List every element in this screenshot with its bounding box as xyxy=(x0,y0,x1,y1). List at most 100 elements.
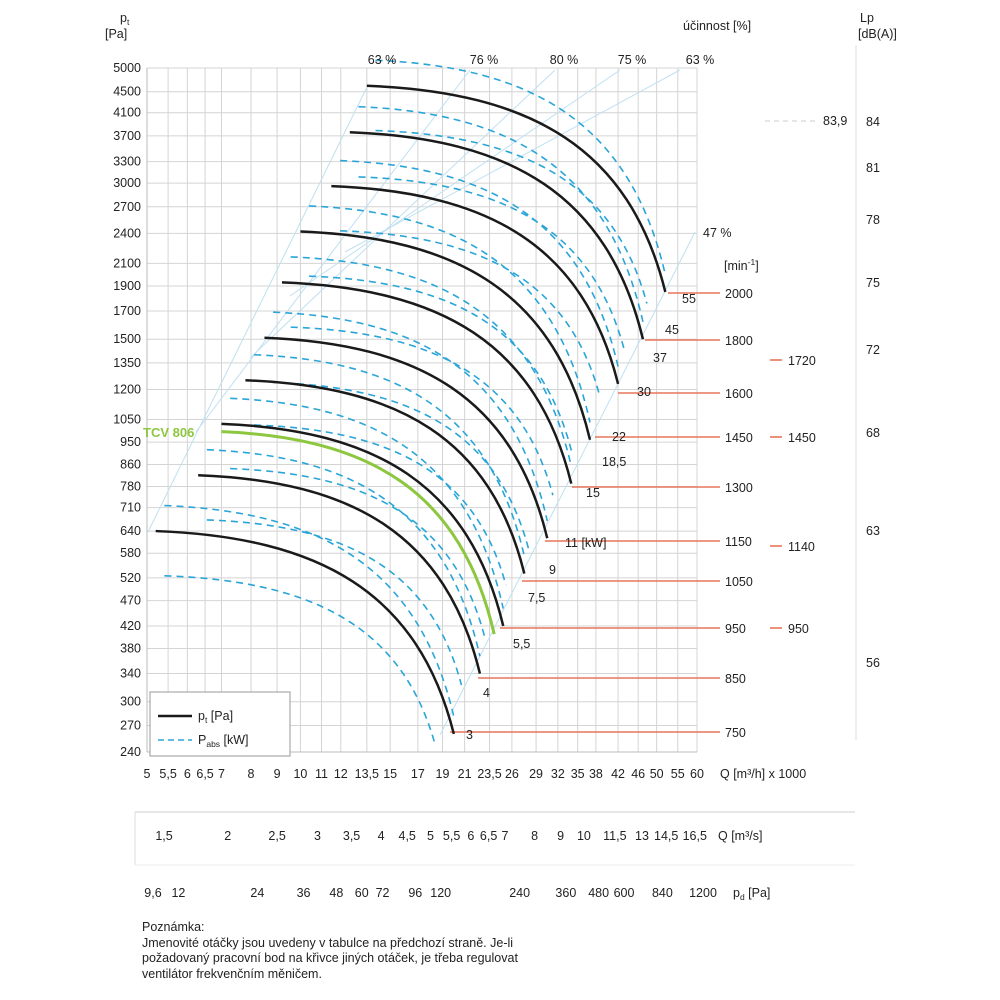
power-label: 3 xyxy=(466,728,473,742)
x2-tick-label: 7 xyxy=(502,829,509,843)
power-label: 45 xyxy=(665,323,679,337)
pressure-curve xyxy=(366,84,667,293)
x2-tick-label: 16,5 xyxy=(683,829,707,843)
chart-grid xyxy=(134,45,857,866)
x3-tick-label: 36 xyxy=(297,886,311,900)
efficiency-diagonal xyxy=(289,69,621,297)
x2-tick-label: 4 xyxy=(378,829,385,843)
x-tick-label: 11 xyxy=(315,767,328,781)
pressure-curve xyxy=(300,230,592,441)
x-tick-label: 29 xyxy=(529,767,543,781)
rpm-label: 1450 xyxy=(725,431,753,445)
x2-tick-label: 3 xyxy=(314,829,321,843)
tcv-806-label: TCV 806 xyxy=(143,425,194,440)
x3-tick-label: 72 xyxy=(376,886,390,900)
lp-tick-label: 84 xyxy=(866,115,880,129)
rpm-side-label: 1450 xyxy=(788,431,816,445)
power-label: 9 xyxy=(549,563,556,577)
y-tick-label: 5000 xyxy=(113,61,141,75)
x3-tick-label: 480 xyxy=(588,886,609,900)
power-curve xyxy=(206,519,463,686)
power-curve xyxy=(309,205,591,423)
efficiency-diagonal xyxy=(147,84,369,533)
y-tick-label: 950 xyxy=(120,435,141,449)
power-curve xyxy=(340,159,619,367)
efficiency-top-label: 80 % xyxy=(550,53,579,67)
y-axis-label: pt xyxy=(120,11,130,27)
efficiency-diagonal xyxy=(195,69,471,433)
rpm-label: 750 xyxy=(725,726,746,740)
legend-box xyxy=(149,691,291,757)
y-tick-label: 340 xyxy=(120,667,141,681)
x3-tick-label: 9,6 xyxy=(144,886,161,900)
lp-tick-label: 68 xyxy=(866,426,880,440)
y-axis-unit: [Pa] xyxy=(105,27,127,41)
power-label: 30 xyxy=(637,385,651,399)
power-label: 55 xyxy=(682,292,696,306)
y-tick-label: 300 xyxy=(120,695,141,709)
y-tick-label: 3700 xyxy=(113,129,141,143)
x3-tick-label: 240 xyxy=(509,886,530,900)
x3-tick-label: 60 xyxy=(355,886,369,900)
efficiency-axis-label: účinnost [%] xyxy=(683,19,751,33)
y-tick-label: 2700 xyxy=(113,200,141,214)
x2-tick-label: 11,5 xyxy=(603,829,626,843)
rpm-label: 950 xyxy=(725,622,746,636)
efficiency-top-label: 76 % xyxy=(470,53,499,67)
power-curve xyxy=(273,381,530,550)
pressure-curve xyxy=(349,130,645,340)
efficiency-top-label: 75 % xyxy=(618,53,647,67)
x2-tick-label: 8 xyxy=(531,829,538,843)
x2-tick-label: 2 xyxy=(224,829,231,843)
x2-tick-label: 4,5 xyxy=(399,829,416,843)
y-tick-label: 470 xyxy=(120,594,141,608)
y-tick-label: 270 xyxy=(120,718,141,732)
power-curve xyxy=(254,424,507,586)
y-tick-label: 1200 xyxy=(113,382,141,396)
x2-tick-label: 6,5 xyxy=(480,829,497,843)
y-tick-label: 2100 xyxy=(113,256,141,270)
legend: pt [Pa] Pabs [kW] xyxy=(149,691,291,757)
x-tick-label: 21 xyxy=(458,767,472,781)
x-tick-label: 55 xyxy=(671,767,685,781)
power-label: 37 xyxy=(653,351,667,365)
x-tick-label: 32 xyxy=(551,767,565,781)
power-curve xyxy=(290,256,573,467)
y-tick-label: 1900 xyxy=(113,279,141,293)
legend-label-pressure: pt [Pa] xyxy=(198,709,233,725)
power-label: 5,5 xyxy=(513,637,530,651)
efficiency-side-label: 47 % xyxy=(703,226,732,240)
x-tick-label: 9 xyxy=(274,767,281,781)
y-tick-label: 780 xyxy=(120,480,141,494)
rpm-label: 1050 xyxy=(725,575,753,589)
lp-tick-label: 56 xyxy=(866,656,880,670)
y-tick-label: 3300 xyxy=(113,155,141,169)
rpm-label: 1800 xyxy=(725,334,753,348)
pressure-curve xyxy=(245,379,526,574)
efficiency-diagonal xyxy=(439,231,696,736)
x2-tick-label: 14,5 xyxy=(654,829,678,843)
pressure-curves xyxy=(155,84,667,735)
efficiency-diagonal xyxy=(344,69,681,253)
power-curve xyxy=(290,326,554,496)
y-tick-label: 2400 xyxy=(113,226,141,240)
x3-tick-label: 120 xyxy=(430,886,451,900)
power-label: 11 [kW] xyxy=(565,536,606,550)
note-title: Poznámka: xyxy=(142,920,205,934)
efficiency-top-label: 63 % xyxy=(368,53,397,67)
x-tick-label: 8 xyxy=(248,767,255,781)
y-tick-label: 420 xyxy=(120,619,141,633)
lp-tick-label: 72 xyxy=(866,343,880,357)
lp-tick-label: 75 xyxy=(866,276,880,290)
x-tick-label: 17 xyxy=(411,767,425,781)
power-label: 4 xyxy=(483,686,490,700)
x3-tick-label: 24 xyxy=(250,886,264,900)
rpm-side-label: 950 xyxy=(788,622,809,636)
x3-tick-label: 12 xyxy=(171,886,185,900)
x2-tick-label: 3,5 xyxy=(343,829,360,843)
rpm-side-label: 1720 xyxy=(788,354,816,368)
x3-tick-label: 600 xyxy=(614,886,635,900)
y-tick-label: 520 xyxy=(120,571,141,585)
x2-tick-label: 10 xyxy=(577,829,591,843)
power-dashed-curves xyxy=(164,59,667,746)
